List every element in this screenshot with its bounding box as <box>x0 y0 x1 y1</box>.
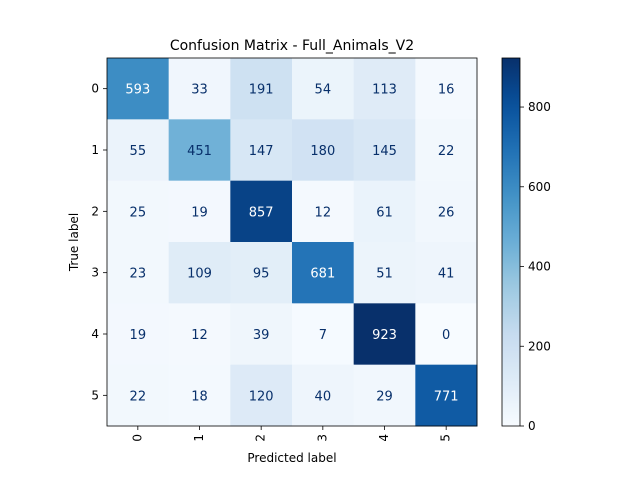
cell-r3-c2 <box>230 242 293 304</box>
cell-value-r3-c0: 23 <box>130 267 147 282</box>
cell-value-r2-c2: 857 <box>249 205 274 220</box>
cell-r5-c5 <box>415 364 478 427</box>
cell-value-r0-c1: 33 <box>191 83 208 98</box>
cell-r2-c3 <box>292 180 355 243</box>
cell-r2-c4 <box>353 180 416 243</box>
y-tick-label-1: 1 <box>91 143 99 157</box>
cell-r0-c0 <box>107 58 170 120</box>
x-axis-ticks: 0 1 2 3 4 5 <box>130 426 453 442</box>
x-tick-label-3: 3 <box>315 434 329 442</box>
cell-value-r0-c0: 593 <box>125 83 150 98</box>
cell-r2-c2 <box>230 180 293 243</box>
x-axis-label: Predicted label <box>247 451 336 465</box>
cell-value-r2-c3: 12 <box>315 205 332 220</box>
cell-value-r1-c5: 22 <box>438 144 455 159</box>
cell-value-r1-c1: 451 <box>187 144 212 159</box>
cell-r4-c1 <box>168 303 231 366</box>
x-tick-label-5: 5 <box>439 434 453 442</box>
colorbar-tick-label-4: 800 <box>528 100 551 114</box>
y-tick-label-0: 0 <box>91 82 99 96</box>
cell-r1-c1 <box>168 119 231 182</box>
cell-r3-c0 <box>107 242 170 304</box>
y-axis-label: True label <box>67 213 81 272</box>
cell-r5-c3 <box>292 364 355 427</box>
colorbar-tick-label-1: 200 <box>528 339 551 353</box>
cell-r2-c5 <box>415 180 478 243</box>
cell-value-r1-c3: 180 <box>310 144 335 159</box>
cell-r4-c3 <box>292 303 355 366</box>
cell-r3-c5 <box>415 242 478 304</box>
cell-value-r5-c1: 18 <box>191 389 208 404</box>
cell-r0-c1 <box>168 58 231 120</box>
cell-r4-c0 <box>107 303 170 366</box>
y-tick-label-5: 5 <box>91 388 99 402</box>
cell-r2-c0 <box>107 180 170 243</box>
cell-r4-c4 <box>353 303 416 366</box>
x-tick-label-1: 1 <box>192 434 206 442</box>
cell-value-r0-c4: 113 <box>372 83 397 98</box>
cell-value-r5-c3: 40 <box>315 389 332 404</box>
colorbar-ticks: 0 200 400 600 800 <box>520 100 551 433</box>
cell-value-r4-c5: 0 <box>442 328 450 343</box>
cell-value-r5-c2: 120 <box>249 389 274 404</box>
cell-r5-c4 <box>353 364 416 427</box>
cell-r5-c1 <box>168 364 231 427</box>
colorbar-tick-label-3: 600 <box>528 180 551 194</box>
cell-r5-c0 <box>107 364 170 427</box>
cell-value-r2-c4: 61 <box>376 205 393 220</box>
cell-value-r4-c4: 923 <box>372 328 397 343</box>
colorbar <box>501 57 521 427</box>
cell-value-r2-c0: 25 <box>130 205 147 220</box>
y-tick-label-4: 4 <box>91 327 99 341</box>
cell-r0-c2 <box>230 58 293 120</box>
cell-value-r5-c5: 771 <box>434 389 459 404</box>
cell-value-r4-c2: 39 <box>253 328 270 343</box>
cell-r5-c2 <box>230 364 293 427</box>
cell-r3-c1 <box>168 242 231 304</box>
cell-value-r4-c0: 19 <box>130 328 147 343</box>
cell-value-r3-c2: 95 <box>253 267 270 282</box>
cell-r1-c4 <box>353 119 416 182</box>
cell-value-r0-c5: 16 <box>438 83 455 98</box>
x-tick-label-2: 2 <box>254 434 268 442</box>
colorbar-tick-label-2: 400 <box>528 260 551 274</box>
cell-r2-c1 <box>168 180 231 243</box>
cell-value-r1-c0: 55 <box>130 144 147 159</box>
cell-value-r3-c1: 109 <box>187 267 212 282</box>
cell-value-r5-c0: 22 <box>130 389 147 404</box>
y-tick-label-2: 2 <box>91 204 99 218</box>
cell-r1-c0 <box>107 119 170 182</box>
cell-r1-c2 <box>230 119 293 182</box>
cell-r0-c5 <box>415 58 478 120</box>
cell-value-r0-c3: 54 <box>315 83 332 98</box>
cell-value-r4-c1: 12 <box>191 328 208 343</box>
cell-value-r1-c2: 147 <box>249 144 274 159</box>
cell-value-r0-c2: 191 <box>249 83 274 98</box>
y-axis-ticks: 0 1 2 3 4 5 <box>91 82 107 402</box>
cell-value-r4-c3: 7 <box>319 328 327 343</box>
cell-r4-c5 <box>415 303 478 366</box>
cell-value-r2-c5: 26 <box>438 205 455 220</box>
cell-value-r1-c4: 145 <box>372 144 397 159</box>
cell-r1-c5 <box>415 119 478 182</box>
plot-frame <box>106 57 478 427</box>
colorbar-tick-label-0: 0 <box>528 419 536 433</box>
cell-r3-c3 <box>292 242 355 304</box>
chart-title: Confusion Matrix - Full_Animals_V2 <box>170 38 414 54</box>
cell-r0-c3 <box>292 58 355 120</box>
cell-r0-c4 <box>353 58 416 120</box>
cell-value-r2-c1: 19 <box>191 205 208 220</box>
x-tick-label-4: 4 <box>377 434 391 442</box>
y-tick-label-3: 3 <box>91 266 99 280</box>
cell-r3-c4 <box>353 242 416 304</box>
cell-r1-c3 <box>292 119 355 182</box>
cell-r4-c2 <box>230 303 293 366</box>
cell-value-r3-c5: 41 <box>438 267 455 282</box>
x-tick-label-0: 0 <box>130 434 144 442</box>
cell-value-r3-c3: 681 <box>310 267 335 282</box>
cell-value-r5-c4: 29 <box>376 389 393 404</box>
cell-value-r3-c4: 51 <box>376 267 393 282</box>
